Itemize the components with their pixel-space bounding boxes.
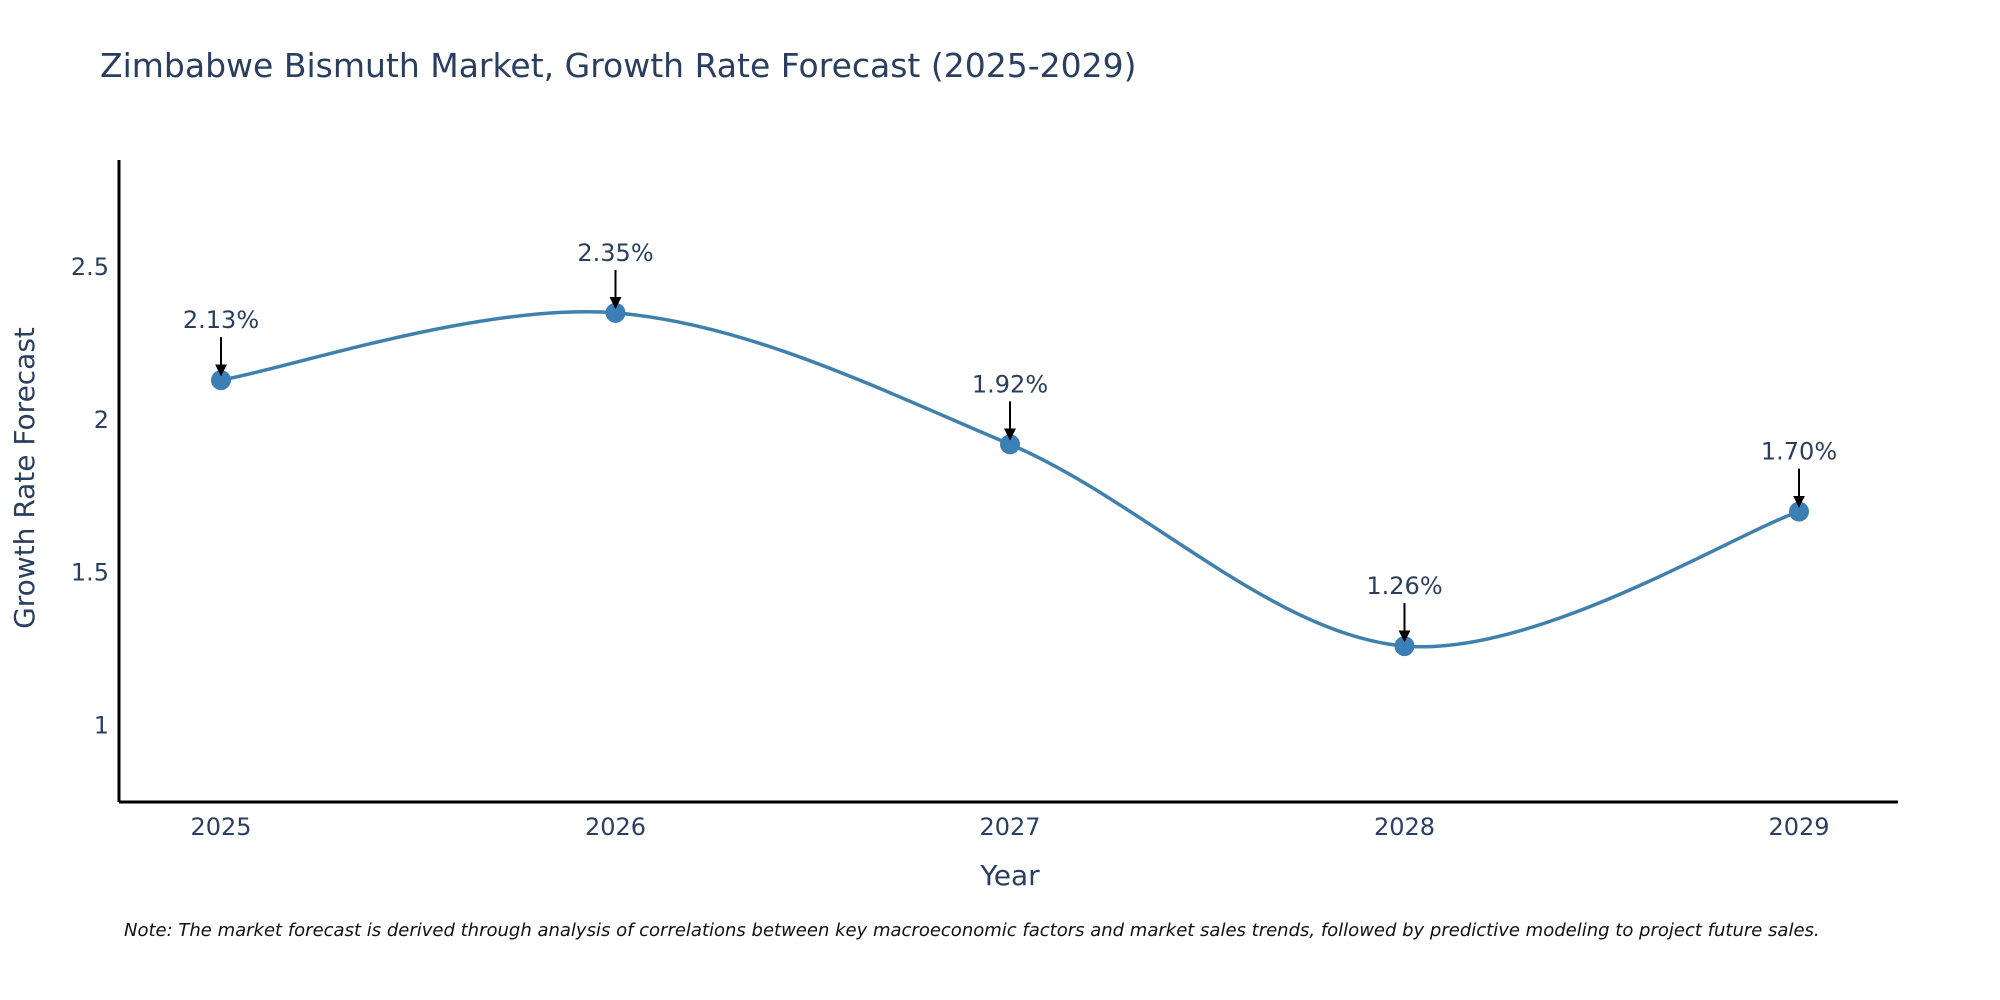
x-axis-title: Year — [979, 859, 1040, 892]
y-axis-title: Growth Rate Forecast — [8, 327, 41, 629]
x-tick-label: 2029 — [1768, 813, 1829, 841]
x-tick-label: 2027 — [979, 813, 1040, 841]
data-label: 2.13% — [183, 306, 259, 334]
y-tick-label: 2 — [94, 406, 109, 434]
data-label: 2.35% — [577, 239, 653, 267]
x-tick-label: 2028 — [1374, 813, 1435, 841]
data-label: 1.26% — [1366, 572, 1442, 600]
y-tick-label: 1 — [94, 712, 109, 740]
x-tick-label: 2025 — [190, 813, 251, 841]
footnote: Note: The market forecast is derived thr… — [124, 920, 1820, 941]
chart-title: Zimbabwe Bismuth Market, Growth Rate For… — [100, 46, 1137, 85]
y-tick-label: 1.5 — [71, 559, 109, 587]
data-label: 1.92% — [972, 370, 1048, 398]
series-line — [220, 310, 1800, 649]
y-tick-label: 2.5 — [71, 253, 109, 281]
data-label: 1.70% — [1761, 438, 1837, 466]
x-tick-label: 2026 — [585, 813, 646, 841]
